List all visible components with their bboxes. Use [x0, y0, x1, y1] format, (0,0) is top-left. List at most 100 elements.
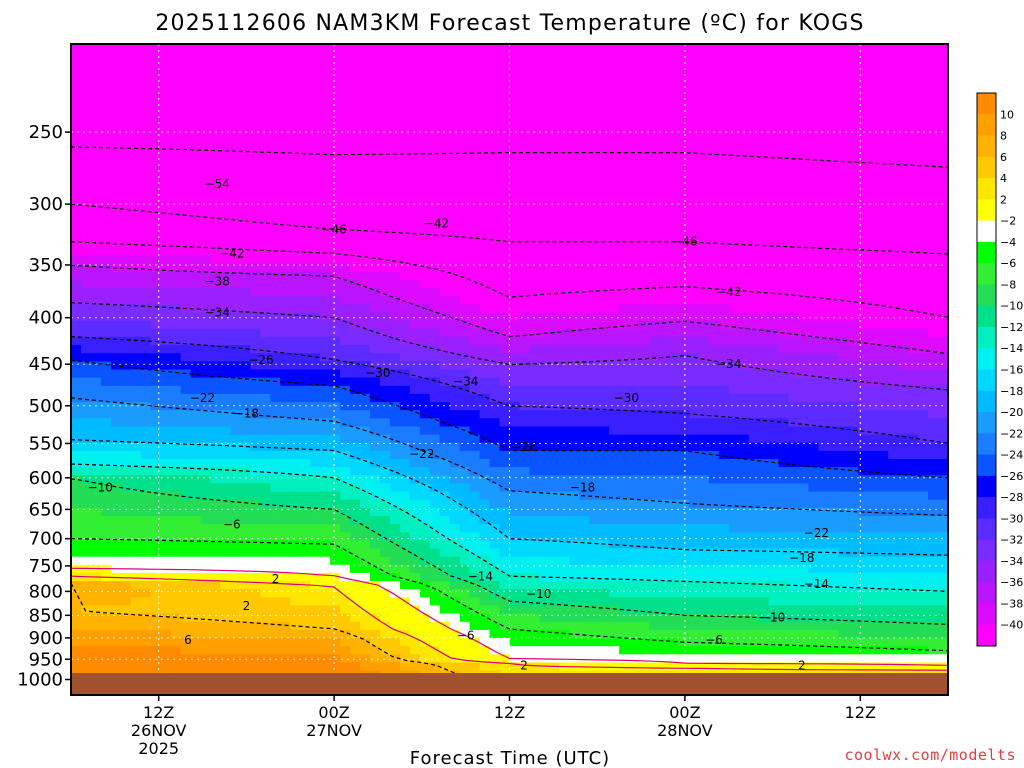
field-cell	[81, 198, 92, 208]
field-cell	[130, 646, 142, 655]
field-cell	[449, 214, 461, 224]
field-cell	[340, 621, 351, 631]
field-cell	[330, 638, 341, 647]
field-cell	[300, 605, 311, 615]
field-cell	[629, 377, 640, 387]
field-cell	[459, 263, 471, 273]
field-cell	[300, 556, 311, 566]
field-cell	[509, 92, 521, 102]
field-cell	[340, 475, 351, 484]
field-cell	[409, 654, 421, 663]
field-cell	[389, 581, 401, 590]
field-cell	[280, 92, 291, 102]
field-cell	[220, 418, 232, 427]
field-cell	[310, 418, 321, 427]
field-cell	[150, 133, 162, 143]
field-cell	[389, 532, 401, 541]
field-cell	[678, 68, 690, 78]
field-cell	[240, 621, 251, 631]
field-cell	[399, 605, 411, 615]
field-cell	[160, 271, 172, 281]
field-cell	[260, 556, 271, 566]
field-cell	[260, 589, 271, 598]
field-cell	[539, 581, 550, 590]
field-cell	[110, 312, 122, 322]
field-cell	[340, 353, 351, 362]
field-cell	[250, 239, 261, 248]
field-cell	[669, 304, 680, 314]
field-cell	[419, 532, 431, 541]
field-cell	[190, 336, 202, 346]
field-cell	[509, 621, 521, 631]
field-cell	[459, 182, 471, 191]
field-cell	[479, 646, 491, 655]
field-cell	[559, 239, 570, 248]
field-cell	[659, 613, 670, 623]
field-cell	[290, 507, 301, 517]
field-cell	[469, 377, 481, 387]
field-cell	[270, 157, 281, 167]
field-cell	[300, 621, 311, 631]
field-cell	[649, 60, 660, 69]
field-cell	[519, 524, 531, 533]
field-cell	[120, 475, 132, 484]
field-cell	[340, 247, 351, 257]
field-cell	[519, 402, 531, 411]
field-cell	[559, 255, 570, 265]
field-cell	[160, 459, 172, 468]
field-cell	[409, 345, 421, 354]
field-cell	[270, 288, 281, 297]
field-cell	[110, 605, 122, 615]
field-cell	[479, 507, 491, 517]
field-cell	[160, 182, 172, 191]
field-cell	[170, 44, 182, 53]
field-cell	[110, 271, 122, 281]
field-cell	[330, 231, 341, 240]
field-cell	[330, 369, 341, 379]
field-cell	[579, 597, 590, 607]
field-cell	[489, 516, 501, 525]
field-cell	[130, 548, 142, 558]
field-cell	[459, 288, 471, 297]
field-cell	[678, 174, 690, 183]
field-cell	[459, 532, 471, 541]
field-cell	[200, 613, 212, 623]
field-cell	[320, 239, 331, 248]
field-cell	[559, 44, 570, 53]
field-cell	[409, 296, 421, 305]
field-cell	[429, 345, 441, 354]
field-cell	[459, 198, 471, 208]
field-cell	[639, 564, 650, 574]
field-cell	[619, 605, 630, 615]
field-cell	[399, 385, 411, 395]
field-cell	[499, 141, 511, 151]
field-cell	[549, 434, 560, 444]
field-cell	[110, 52, 122, 61]
field-cell	[100, 605, 112, 615]
field-cell	[310, 402, 321, 411]
field-cell	[569, 182, 580, 191]
field-cell	[280, 516, 291, 525]
field-cell	[81, 68, 92, 78]
field-cell	[110, 629, 122, 639]
field-cell	[669, 271, 680, 281]
field-cell	[499, 133, 511, 143]
field-cell	[180, 589, 192, 598]
field-cell	[310, 475, 321, 484]
field-cell	[180, 271, 192, 281]
field-cell	[469, 385, 481, 395]
field-cell	[300, 646, 311, 655]
field-cell	[200, 206, 212, 216]
field-cell	[629, 336, 640, 346]
field-cell	[370, 605, 381, 615]
field-cell	[200, 271, 212, 281]
field-cell	[140, 223, 152, 232]
field-cell	[100, 589, 112, 598]
field-cell	[599, 60, 610, 69]
field-cell	[130, 629, 142, 639]
field-cell	[250, 84, 261, 94]
field-cell	[360, 499, 371, 509]
field-cell	[140, 483, 152, 493]
field-cell	[459, 125, 471, 135]
field-cell	[669, 426, 680, 436]
